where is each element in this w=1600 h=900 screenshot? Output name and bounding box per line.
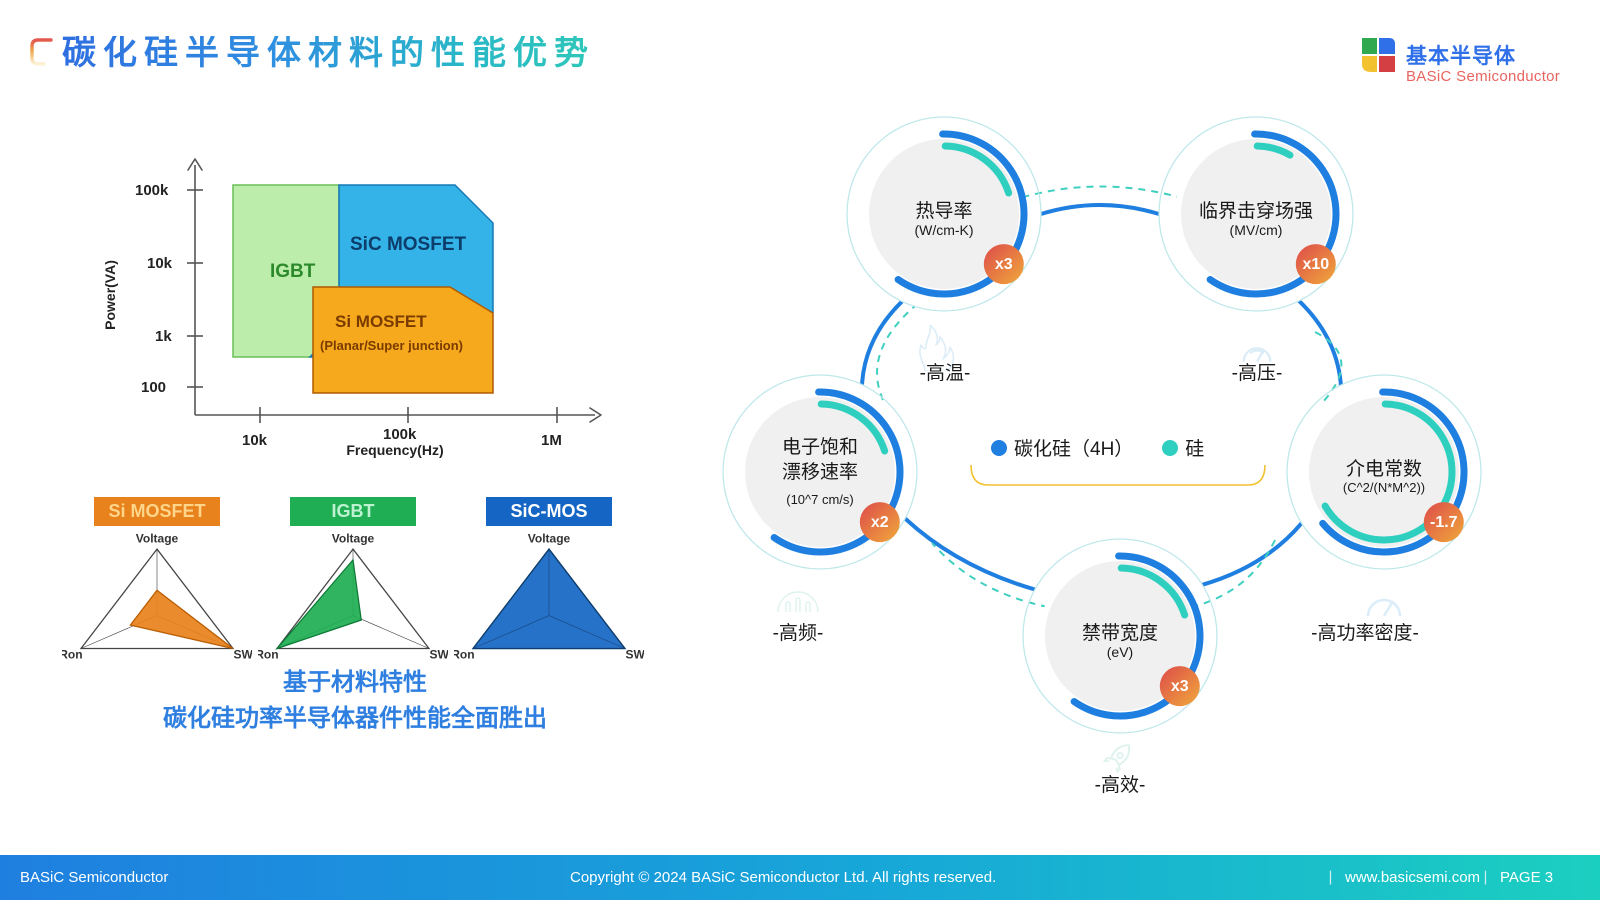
svg-text:10k: 10k xyxy=(242,432,268,449)
svg-text:1k: 1k xyxy=(155,328,172,345)
svg-text:100k: 100k xyxy=(135,182,169,199)
svg-text:Ron: Ron xyxy=(454,648,475,660)
svg-text:Frequency(Hz): Frequency(Hz) xyxy=(346,442,443,458)
svg-text:Voltage: Voltage xyxy=(528,532,571,546)
svg-text:100: 100 xyxy=(141,379,166,396)
svg-text:x3: x3 xyxy=(995,256,1013,273)
svg-text:Ron: Ron xyxy=(62,648,83,660)
svg-text:Voltage: Voltage xyxy=(136,532,179,546)
svg-text:x10: x10 xyxy=(1302,256,1329,273)
svg-text:Power(VA): Power(VA) xyxy=(102,260,118,330)
svg-text:1M: 1M xyxy=(541,432,562,449)
svg-text:100k: 100k xyxy=(383,426,417,443)
svg-text:Voltage: Voltage xyxy=(332,532,375,546)
svg-text:Ron: Ron xyxy=(258,648,279,660)
svg-text:SiC MOSFET: SiC MOSFET xyxy=(350,234,467,255)
svg-text:-1.7: -1.7 xyxy=(1430,514,1458,531)
svg-text:x2: x2 xyxy=(871,514,889,531)
svg-text:10k: 10k xyxy=(147,255,173,272)
svg-text:SW: SW xyxy=(625,648,644,660)
svg-text:IGBT: IGBT xyxy=(270,261,316,282)
svg-text:Si MOSFET: Si MOSFET xyxy=(335,312,427,331)
svg-text:SW: SW xyxy=(233,648,252,660)
svg-text:x3: x3 xyxy=(1171,678,1189,695)
svg-text:SW: SW xyxy=(429,648,448,660)
svg-text:(Planar/Super junction): (Planar/Super junction) xyxy=(320,338,463,353)
